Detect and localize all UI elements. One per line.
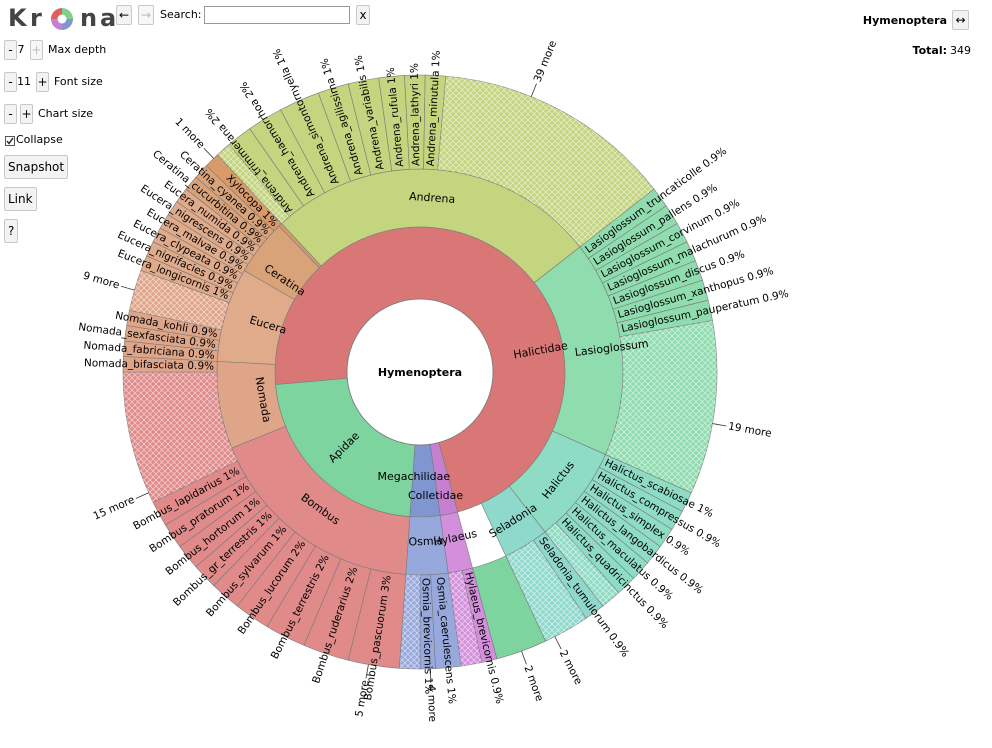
search-input[interactable] (204, 6, 350, 24)
back-button[interactable]: ← (116, 5, 132, 25)
species-wedge-hatch (129, 270, 230, 330)
species-label: Andrena_lathyri 1% (409, 63, 423, 166)
total-value: 349 (950, 44, 971, 57)
help-button[interactable]: ? (4, 219, 18, 243)
species-label: Osmia_brevicornis 1% (419, 578, 434, 695)
more-label: 9 more (82, 270, 121, 292)
species-wedge-hatch (123, 372, 238, 503)
chart-size-increase-button[interactable]: + (20, 104, 33, 124)
snapshot-button[interactable]: Snapshot (4, 155, 69, 179)
more-label: 2 more (557, 648, 585, 687)
more-19-tick (120, 285, 135, 291)
search-clear-button[interactable]: x (356, 5, 370, 25)
family-label-colletidae: Colletidae (408, 489, 463, 502)
max-depth-decrease-button[interactable]: - (4, 40, 17, 60)
font-size-increase-button[interactable]: + (36, 72, 49, 92)
root-label: Hymenoptera (378, 366, 462, 379)
root-circle[interactable] (346, 298, 494, 446)
logo-letter: n (80, 4, 98, 32)
logo-letter: a (100, 4, 117, 32)
species-wedge-hatch (437, 76, 655, 248)
more-label: 1 more (172, 116, 206, 151)
more-8-tick (530, 83, 537, 97)
species-wedge-hatch (217, 144, 290, 224)
species-wedge-hatch (544, 522, 619, 607)
more-label: 15 more (92, 494, 137, 523)
chart-size-label: Chart size (38, 107, 94, 120)
collapse-checkbox[interactable] (5, 136, 15, 146)
genus-label-andrena: Andrena (409, 190, 456, 206)
species-label: Nomada_bifasciata 0.9% (84, 357, 214, 372)
forward-button[interactable]: → (138, 5, 154, 25)
link-button[interactable]: Link (4, 187, 37, 211)
species-wedge-hatch (505, 540, 587, 642)
check-icon (6, 137, 14, 145)
more-label: 2 more (521, 664, 545, 703)
more-label: 39 more (532, 39, 560, 84)
total-label: Total: (912, 44, 947, 57)
genus-label-osmia: Osmia (408, 534, 443, 548)
more-24-tick (135, 492, 149, 499)
species-wedge-hatch (448, 570, 482, 667)
more-39-tick (554, 636, 562, 650)
font-size-value: 11 (17, 75, 31, 88)
more-label: 19 more (727, 420, 772, 439)
selected-node-name: Hymenoptera (862, 14, 947, 27)
font-size-label: Font size (54, 75, 103, 88)
logo-letter: r (30, 4, 42, 32)
more-41-tick (521, 650, 527, 665)
font-size-decrease-button[interactable]: - (4, 72, 17, 92)
krona-wheel-icon (51, 8, 73, 30)
family-label-megachilidae: Megachilidae (377, 470, 450, 483)
more-48-tick (712, 423, 727, 427)
expand-details-button[interactable]: ↔ (952, 10, 969, 30)
max-depth-label: Max depth (48, 43, 107, 56)
search-label: Search: (160, 8, 202, 21)
max-depth-increase-button[interactable]: + (30, 40, 43, 60)
more-9-tick (203, 148, 214, 159)
species-wedge-hatch (605, 320, 717, 493)
more-36-tick (365, 664, 369, 679)
collapse-label: Collapse (16, 133, 63, 146)
logo-letter: K (8, 4, 27, 32)
more-label: 4 more (425, 685, 438, 723)
max-depth-value: 7 (17, 43, 25, 56)
chart-size-decrease-button[interactable]: - (4, 104, 17, 124)
